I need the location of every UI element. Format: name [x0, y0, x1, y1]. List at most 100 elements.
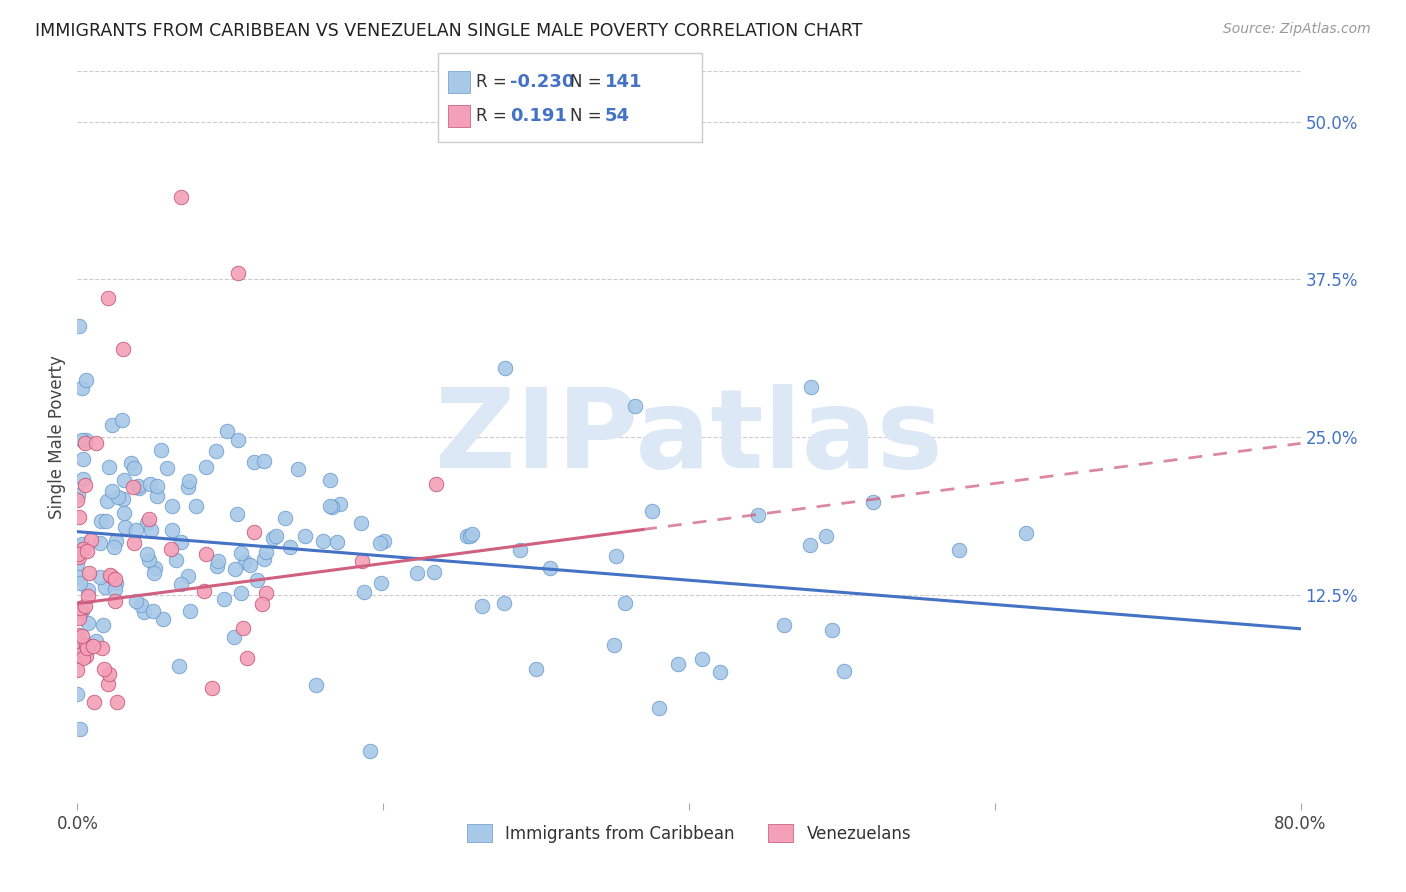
Point: [305, 678, 328, 692]
Point: [107, 490, 129, 504]
Point: [821, 624, 844, 638]
Point: [114, 520, 136, 534]
Point: [690, 652, 713, 666]
Point: [66, 547, 89, 561]
Point: [312, 534, 335, 549]
Point: [253, 454, 276, 468]
Point: [325, 535, 347, 549]
Point: [138, 477, 160, 491]
Point: [624, 399, 647, 413]
Point: [458, 529, 481, 543]
Point: [156, 461, 179, 475]
Point: [1015, 525, 1038, 540]
Point: [948, 542, 970, 557]
Point: [278, 540, 301, 554]
Point: [226, 266, 249, 280]
Point: [72, 451, 94, 466]
Point: [526, 662, 548, 676]
Point: [98, 567, 121, 582]
Point: [613, 596, 636, 610]
Point: [77, 566, 100, 580]
Point: [67, 610, 90, 624]
Point: [142, 604, 165, 618]
Point: [89, 536, 111, 550]
Point: [862, 495, 884, 509]
Point: [69, 605, 91, 619]
Point: [471, 599, 494, 614]
Point: [201, 681, 224, 695]
Point: [456, 529, 478, 543]
Point: [72, 541, 94, 556]
Point: [75, 599, 97, 613]
Point: [84, 436, 107, 450]
FancyBboxPatch shape: [439, 53, 702, 142]
Point: [814, 529, 837, 543]
Point: [69, 642, 91, 657]
Point: [294, 529, 316, 543]
Point: [94, 581, 117, 595]
Point: [799, 538, 821, 552]
Point: [246, 573, 269, 587]
Point: [66, 687, 89, 701]
Point: [205, 559, 228, 574]
Point: [318, 473, 340, 487]
Point: [77, 583, 100, 598]
Point: [538, 561, 561, 575]
Point: [329, 497, 352, 511]
Point: [193, 584, 215, 599]
Point: [67, 510, 90, 524]
Point: [177, 480, 200, 494]
Point: [233, 555, 256, 569]
Point: [98, 460, 121, 475]
Point: [70, 380, 93, 394]
Point: [256, 586, 278, 600]
Point: [82, 640, 104, 654]
Point: [111, 413, 134, 427]
Point: [67, 488, 90, 502]
Text: R =: R =: [477, 73, 512, 91]
Text: 141: 141: [605, 73, 643, 91]
Point: [186, 499, 208, 513]
Point: [747, 508, 769, 522]
Point: [104, 594, 127, 608]
Point: [262, 531, 284, 545]
Point: [509, 543, 531, 558]
Point: [91, 618, 114, 632]
Point: [177, 474, 200, 488]
Point: [215, 424, 238, 438]
Point: [170, 534, 193, 549]
Point: [422, 565, 444, 579]
Point: [170, 577, 193, 591]
Point: [709, 665, 731, 680]
Point: [120, 456, 142, 470]
Point: [66, 541, 89, 555]
Point: [66, 558, 89, 572]
Text: -0.230: -0.230: [510, 73, 575, 91]
Point: [129, 599, 152, 613]
Legend: Immigrants from Caribbean, Venezuelans: Immigrants from Caribbean, Venezuelans: [460, 818, 918, 849]
Point: [69, 722, 91, 736]
Point: [127, 479, 149, 493]
Point: [90, 514, 112, 528]
Point: [648, 700, 671, 714]
Point: [70, 604, 93, 618]
Y-axis label: Single Male Poverty: Single Male Poverty: [48, 355, 66, 519]
Point: [138, 553, 160, 567]
Point: [103, 582, 125, 596]
Point: [66, 569, 89, 583]
Point: [67, 549, 90, 564]
Point: [124, 536, 146, 550]
Point: [641, 504, 664, 518]
Point: [91, 640, 114, 655]
Point: [605, 549, 627, 563]
Point: [76, 640, 98, 655]
Point: [66, 492, 89, 507]
Point: [79, 533, 101, 547]
Point: [73, 478, 96, 492]
Point: [243, 524, 266, 539]
Text: 0.191: 0.191: [510, 107, 567, 125]
Point: [104, 534, 127, 549]
Point: [136, 516, 159, 531]
Point: [75, 433, 97, 447]
Point: [101, 417, 124, 432]
